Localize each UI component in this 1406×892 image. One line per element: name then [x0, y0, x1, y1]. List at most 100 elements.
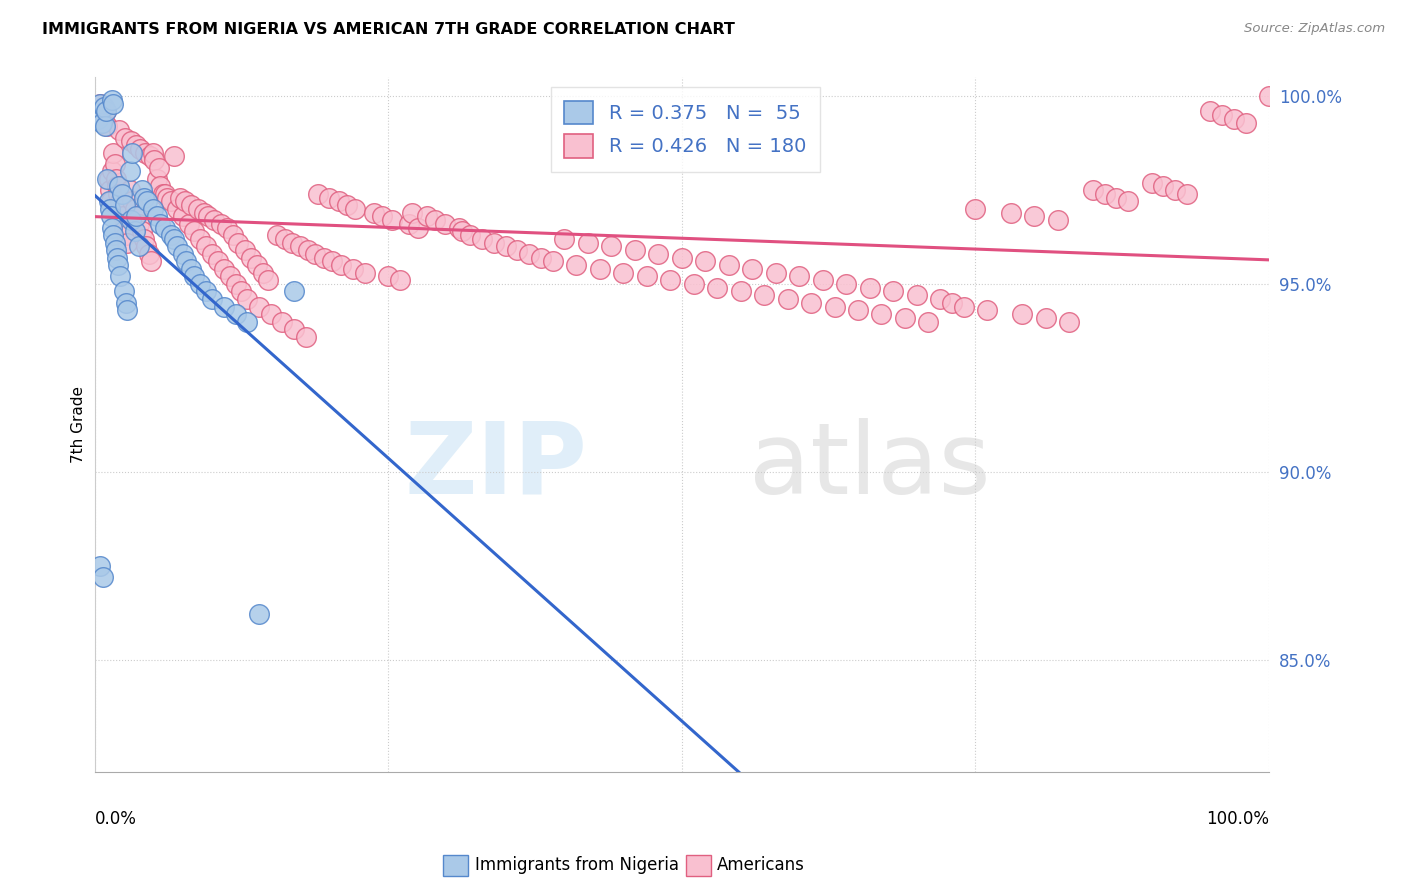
Text: 0.0%: 0.0%: [94, 810, 136, 829]
Point: [371, 210, 394, 224]
Point: [100, 210, 122, 224]
Point: [93, 100, 115, 114]
Point: [482, 235, 505, 250]
Point: [682, 277, 704, 291]
Point: [288, 239, 311, 253]
Point: [541, 254, 564, 268]
Point: [108, 123, 131, 137]
Point: [976, 303, 998, 318]
Point: [146, 210, 169, 224]
Point: [451, 224, 474, 238]
Point: [295, 329, 318, 343]
Point: [91, 570, 114, 584]
Point: [1011, 307, 1033, 321]
Point: [1116, 194, 1139, 209]
Point: [103, 157, 125, 171]
Point: [695, 254, 717, 268]
Point: [353, 266, 375, 280]
Point: [87, 112, 110, 126]
Point: [917, 314, 939, 328]
Point: [89, 96, 111, 111]
Point: [600, 239, 623, 253]
Point: [941, 295, 963, 310]
Point: [236, 292, 259, 306]
Text: Americans: Americans: [717, 856, 806, 874]
Point: [101, 93, 124, 107]
Point: [120, 134, 142, 148]
Point: [321, 254, 343, 268]
Point: [381, 213, 404, 227]
Point: [177, 217, 200, 231]
Point: [274, 232, 297, 246]
Point: [312, 251, 335, 265]
Point: [128, 239, 150, 253]
Point: [659, 273, 682, 287]
Legend: R = 0.375   N =  55, R = 0.426   N = 180: R = 0.375 N = 55, R = 0.426 N = 180: [551, 87, 820, 171]
Point: [96, 120, 118, 134]
Point: [212, 300, 235, 314]
Point: [247, 300, 270, 314]
Point: [612, 266, 634, 280]
Point: [128, 217, 150, 231]
Point: [207, 254, 229, 268]
Point: [89, 96, 111, 111]
Point: [425, 213, 447, 227]
Text: 100.0%: 100.0%: [1206, 810, 1270, 829]
Point: [118, 183, 141, 197]
Point: [132, 191, 155, 205]
Point: [90, 115, 112, 129]
Point: [104, 171, 127, 186]
Point: [460, 228, 482, 243]
Point: [281, 235, 304, 250]
Point: [121, 145, 143, 160]
Point: [111, 210, 134, 224]
Point: [124, 224, 146, 238]
Point: [218, 269, 240, 284]
Point: [225, 307, 247, 321]
Point: [363, 205, 385, 219]
Point: [115, 228, 138, 243]
Point: [506, 243, 529, 257]
Point: [96, 104, 118, 119]
Point: [471, 232, 494, 246]
Point: [1035, 310, 1057, 325]
Point: [1000, 205, 1022, 219]
Point: [1152, 179, 1174, 194]
Point: [741, 262, 763, 277]
Point: [1234, 115, 1257, 129]
Point: [163, 232, 186, 246]
Point: [1094, 186, 1116, 201]
Point: [105, 179, 128, 194]
Text: ZIP: ZIP: [405, 418, 588, 515]
Point: [104, 243, 127, 257]
Point: [169, 191, 191, 205]
Point: [163, 149, 186, 163]
Point: [342, 262, 364, 277]
Point: [209, 217, 232, 231]
Point: [283, 285, 305, 299]
Point: [1223, 112, 1246, 126]
Point: [233, 243, 256, 257]
Point: [105, 251, 128, 265]
Point: [824, 300, 846, 314]
Point: [183, 224, 205, 238]
Point: [187, 202, 209, 216]
Point: [148, 161, 170, 175]
Point: [114, 130, 136, 145]
Point: [433, 217, 456, 231]
Point: [398, 217, 420, 231]
Point: [124, 202, 146, 216]
Point: [146, 171, 169, 186]
Point: [136, 194, 159, 209]
Point: [114, 198, 136, 212]
Point: [1258, 89, 1281, 103]
Point: [195, 285, 218, 299]
Point: [297, 243, 319, 257]
Point: [89, 558, 111, 573]
Point: [882, 285, 904, 299]
Point: [859, 281, 882, 295]
Point: [97, 194, 120, 209]
Point: [231, 285, 253, 299]
Point: [811, 273, 834, 287]
Point: [98, 202, 121, 216]
